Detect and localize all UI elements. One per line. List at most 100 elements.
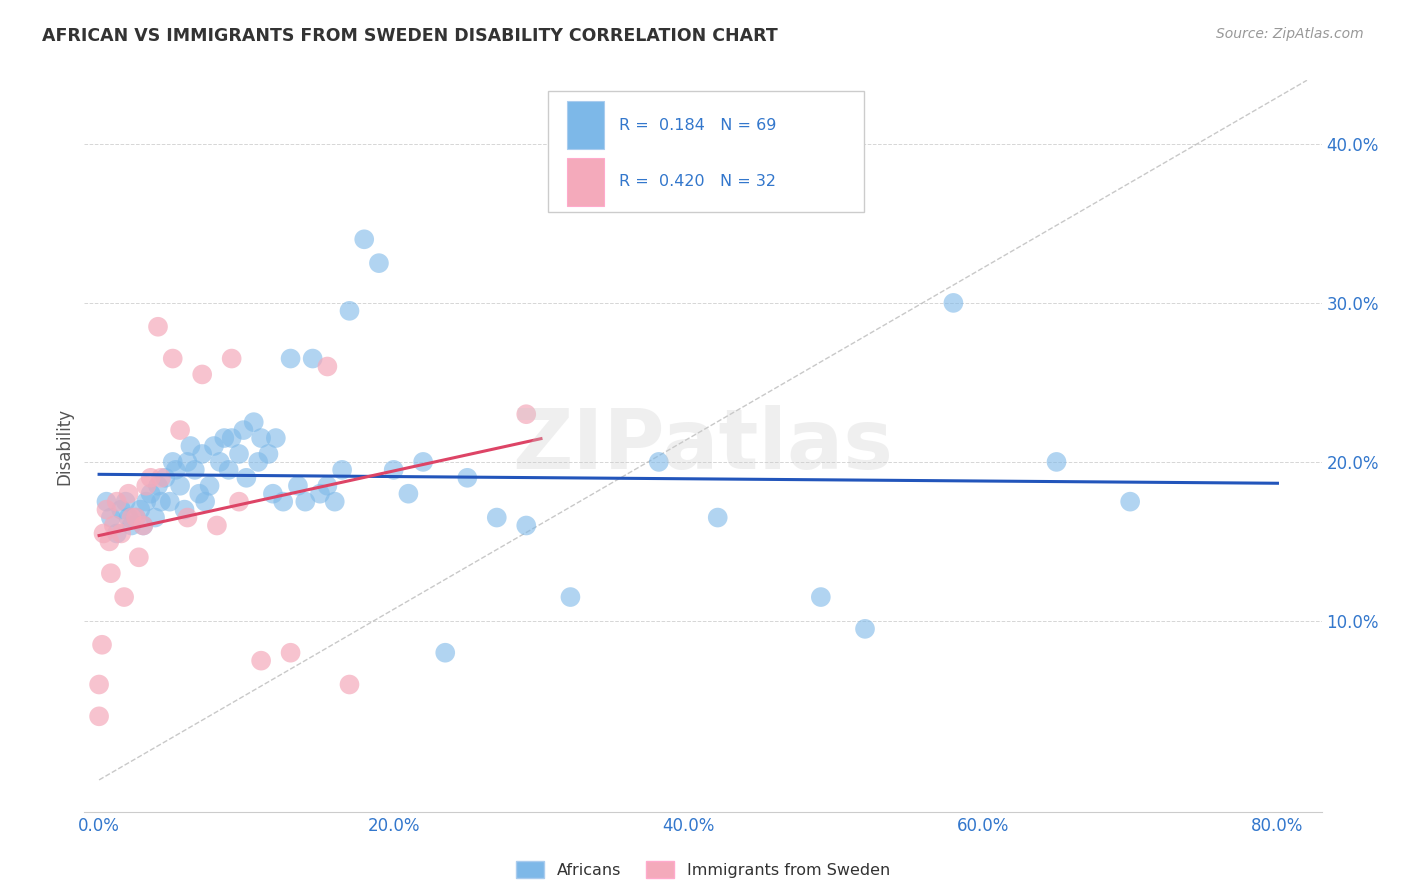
Point	[128, 550, 150, 565]
Point	[396, 486, 419, 500]
Point	[485, 510, 508, 524]
Point	[280, 646, 302, 660]
Point	[149, 494, 172, 508]
Point	[853, 622, 876, 636]
Point	[129, 502, 152, 516]
Point	[98, 534, 121, 549]
Point	[105, 526, 128, 541]
Point	[287, 479, 309, 493]
Point	[250, 431, 273, 445]
Point	[228, 447, 250, 461]
Point	[155, 471, 177, 485]
Text: ZIPatlas: ZIPatlas	[513, 406, 893, 486]
Point	[176, 510, 198, 524]
Point	[1119, 494, 1142, 508]
Point	[382, 463, 405, 477]
Text: R =  0.420   N = 32: R = 0.420 N = 32	[619, 174, 776, 189]
Point	[132, 518, 155, 533]
Point	[110, 502, 132, 516]
Point	[100, 510, 122, 524]
Point	[339, 677, 361, 691]
Point	[173, 502, 195, 516]
Point	[121, 510, 143, 524]
Point	[1045, 455, 1067, 469]
Point	[105, 494, 128, 508]
Point	[323, 494, 346, 508]
Point	[706, 510, 728, 524]
Point	[135, 479, 157, 493]
Point	[368, 256, 391, 270]
Point	[188, 486, 211, 500]
Point	[146, 319, 169, 334]
Point	[139, 486, 162, 500]
Point	[434, 646, 457, 660]
Point	[205, 518, 228, 533]
Point	[87, 677, 110, 691]
Point	[339, 303, 361, 318]
Text: AFRICAN VS IMMIGRANTS FROM SWEDEN DISABILITY CORRELATION CHART: AFRICAN VS IMMIGRANTS FROM SWEDEN DISABI…	[42, 27, 778, 45]
Point	[165, 463, 187, 477]
Point	[218, 463, 240, 477]
Point	[316, 359, 339, 374]
Point	[179, 439, 201, 453]
Point	[515, 407, 537, 421]
Point	[235, 471, 257, 485]
Point	[330, 463, 353, 477]
Point	[412, 455, 434, 469]
Point	[146, 479, 169, 493]
Point	[202, 439, 225, 453]
Point	[191, 368, 214, 382]
Point	[162, 455, 184, 469]
Point	[103, 518, 125, 533]
Point	[169, 423, 191, 437]
Point	[91, 638, 114, 652]
Point	[316, 479, 339, 493]
Point	[264, 431, 287, 445]
Point	[280, 351, 302, 366]
Point	[262, 486, 284, 500]
Point	[159, 494, 181, 508]
Point	[96, 502, 118, 516]
Point	[114, 494, 136, 508]
Point	[301, 351, 323, 366]
FancyBboxPatch shape	[548, 91, 863, 212]
Point	[135, 494, 157, 508]
Text: Source: ZipAtlas.com: Source: ZipAtlas.com	[1216, 27, 1364, 41]
Text: R =  0.184   N = 69: R = 0.184 N = 69	[619, 118, 776, 133]
Point	[456, 471, 478, 485]
Point	[242, 415, 264, 429]
Point	[162, 351, 184, 366]
Point	[294, 494, 316, 508]
Point	[117, 486, 139, 500]
Point	[93, 526, 115, 541]
Point	[221, 351, 243, 366]
Legend: Africans, Immigrants from Sweden: Africans, Immigrants from Sweden	[509, 855, 897, 884]
Point	[648, 455, 671, 469]
Point	[176, 455, 198, 469]
Point	[232, 423, 254, 437]
Point	[110, 526, 132, 541]
Point	[112, 590, 135, 604]
Point	[221, 431, 243, 445]
Point	[250, 654, 273, 668]
Point	[125, 510, 148, 524]
Point	[191, 447, 214, 461]
Point	[184, 463, 207, 477]
Y-axis label: Disability: Disability	[55, 408, 73, 484]
Point	[942, 296, 965, 310]
Point	[117, 510, 139, 524]
Point	[228, 494, 250, 508]
Point	[125, 510, 148, 524]
Point	[132, 518, 155, 533]
Point	[121, 518, 143, 533]
Point	[169, 479, 191, 493]
Bar	[567, 102, 605, 149]
Point	[214, 431, 236, 445]
Point	[149, 471, 172, 485]
Point	[96, 494, 118, 508]
Point	[257, 447, 280, 461]
Bar	[567, 158, 605, 205]
Point	[194, 494, 217, 508]
Point	[208, 455, 231, 469]
Point	[515, 518, 537, 533]
